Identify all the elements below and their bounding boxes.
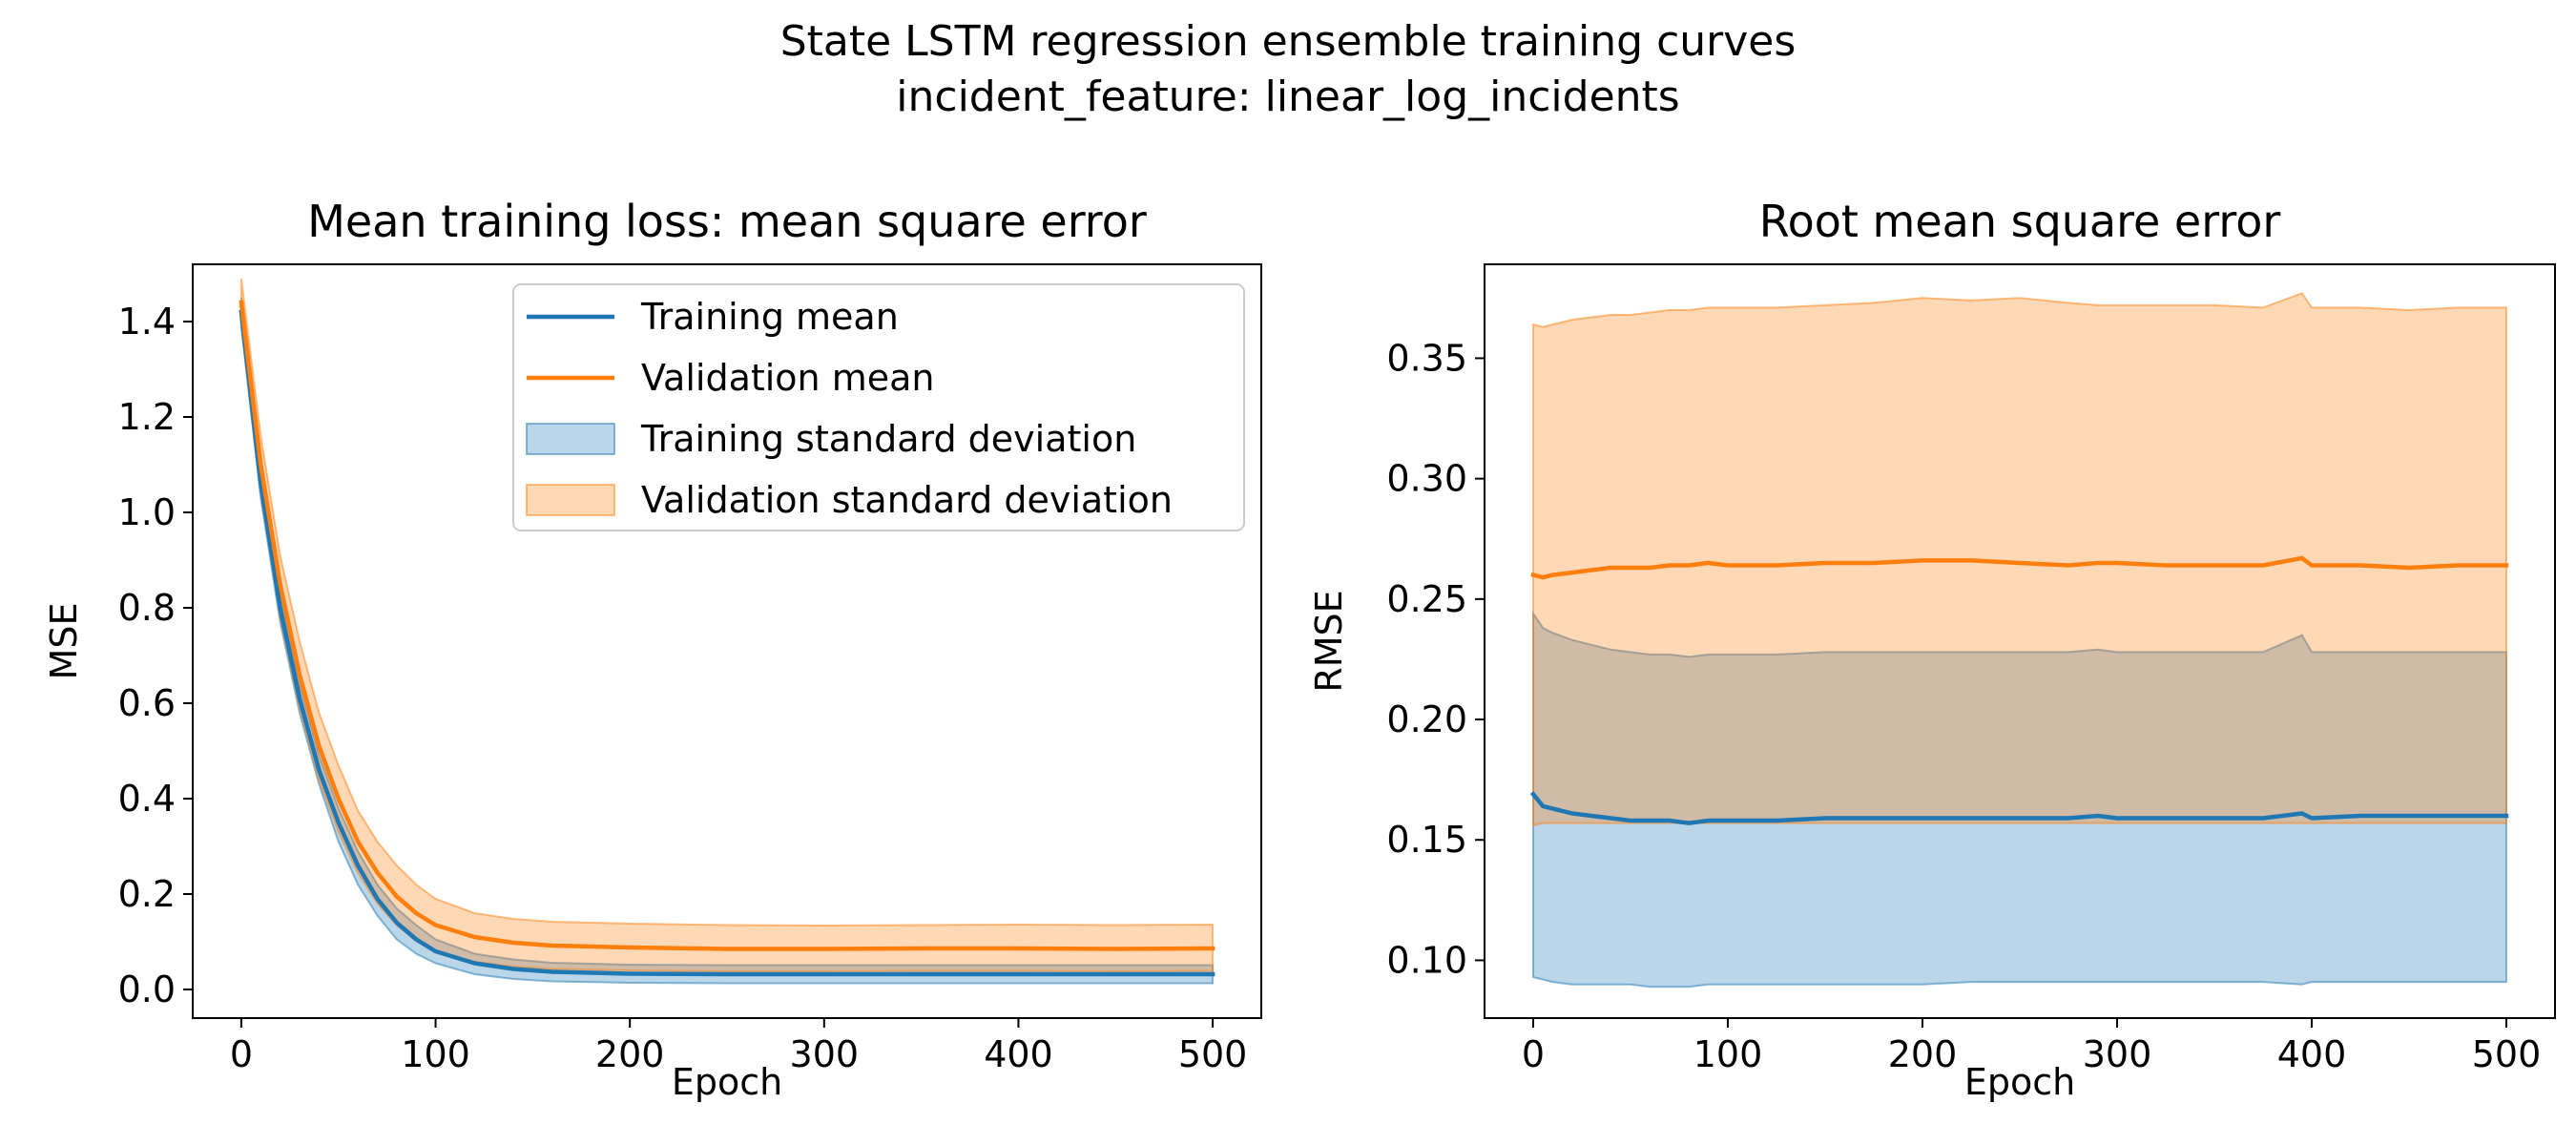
rmse-xtick-label: 200 [1888,1033,1958,1075]
figure-title-line1: State LSTM regression ensemble training … [780,17,1797,66]
rmse-xtick-label: 400 [2277,1033,2347,1075]
rmse-xtick-label: 500 [2472,1033,2542,1075]
mse-ytick-label: 1.4 [118,301,176,343]
legend-validation-mean-label: Validation mean [641,357,935,399]
mse-ytick-label: 1.2 [118,396,176,438]
rmse-plot-area [1529,292,2509,989]
rmse-axis-ticks: 0 100 200 300 400 500 0.10 0.15 0.20 0.25 0.30 0.35 [1386,337,2541,1075]
mse-chart-xlabel: Epoch [672,1061,782,1103]
mse-chart: Mean training loss: mean square error Ep… [43,196,1262,1103]
rmse-chart-title: Root mean square error [1759,196,2281,247]
rmse-chart-ylabel: RMSE [1308,590,1350,692]
legend-training-std-swatch [526,423,615,455]
rmse-chart: Root mean square error Epoch RMSE 0 100 20… [1308,196,2556,1103]
mse-xtick-label: 200 [595,1033,665,1075]
legend-box [512,283,1245,531]
mse-xtick-label: 100 [401,1033,470,1075]
mse-plot-area [239,278,1215,985]
mse-ytick-label: 1.0 [118,491,176,533]
legend: Training mean Validation mean Training s… [512,283,1245,531]
mse-validation-mean-line [239,300,1215,951]
mse-ytick-label: 0.4 [118,778,176,820]
rmse-xtick-label: 100 [1693,1033,1763,1075]
mse-xtick-label: 400 [984,1033,1053,1075]
figure-title-line2: incident_feature: linear_log_incidents [896,73,1679,121]
rmse-ytick-label: 0.30 [1386,458,1467,500]
rmse-training-mean-line [1529,791,2509,825]
mse-chart-ylabel: MSE [43,603,85,680]
rmse-ytick-label: 0.35 [1386,337,1467,379]
mse-xtick-label: 500 [1178,1033,1248,1075]
rmse-ytick-label: 0.20 [1386,698,1467,740]
rmse-xtick-label: 300 [2083,1033,2152,1075]
legend-validation-std-label: Validation standard deviation [641,479,1173,521]
mse-training-std-band [239,297,1215,985]
rmse-validation-mean-line [1530,555,2509,580]
mse-ytick-label: 0.6 [118,682,176,724]
rmse-chart-xlabel: Epoch [1964,1061,2075,1103]
mse-xtick-label: 0 [230,1033,253,1075]
rmse-training-std-band [1532,610,2507,989]
rmse-ytick-label: 0.15 [1386,819,1467,861]
rmse-ytick-label: 0.10 [1386,939,1467,981]
rmse-xtick-label: 0 [1522,1033,1545,1075]
rmse-axes-frame [1484,263,2556,1019]
mse-validation-std-band [239,278,1215,973]
mse-chart-title: Mean training loss: mean square error [307,196,1147,247]
mse-axis-ticks: 0 100 200 300 400 500 0.0 0.2 0.4 0.6 0.8 1.0 1.2 1.4 [118,301,1248,1075]
mse-ytick-label: 0.0 [118,968,176,1010]
legend-training-std-label: Training standard deviation [640,418,1136,460]
mse-ytick-label: 0.2 [118,873,176,915]
mse-training-mean-line [239,309,1215,977]
mse-ytick-label: 0.8 [118,587,176,629]
mse-xtick-label: 300 [790,1033,860,1075]
legend-validation-std-swatch [526,484,615,516]
rmse-ytick-label: 0.25 [1386,578,1467,620]
rmse-validation-std-band [1532,292,2507,827]
mse-axes-frame [192,263,1262,1019]
legend-training-mean-label: Training mean [640,296,899,338]
